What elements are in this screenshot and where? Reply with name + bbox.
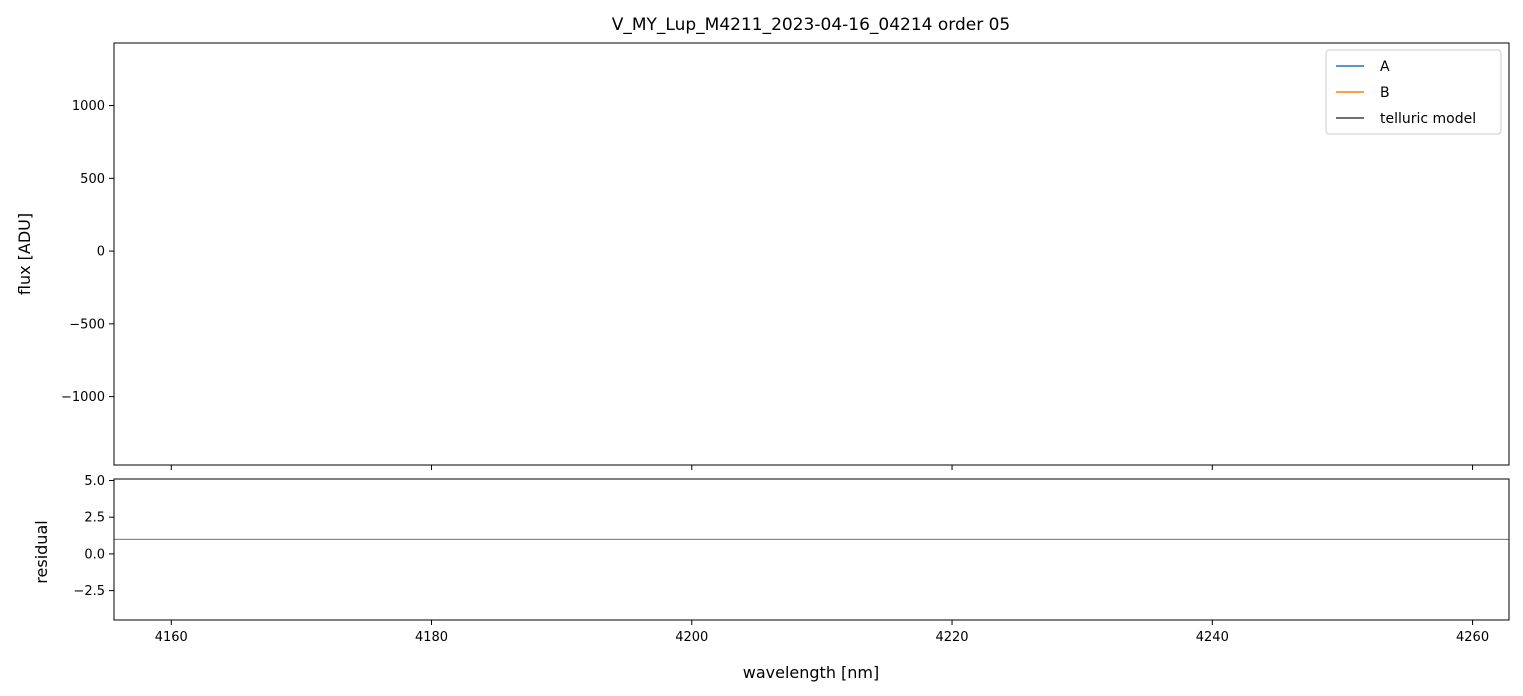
top-y-tick-label: 500 [80,172,105,187]
x-tick-label: 4240 [1196,630,1229,645]
x-tick-label: 4260 [1456,630,1489,645]
top-y-tick-label: −500 [69,317,105,332]
legend-box [1325,49,1502,135]
residual-y-tick-label: 5.0 [84,474,105,489]
x-tick-label: 4200 [675,630,708,645]
legend-label-b: B [1380,85,1390,101]
x-tick-label: 4180 [415,630,448,645]
residual-panel-frame [113,478,1510,621]
legend: A B telluric model [1325,49,1502,135]
legend-label-telluric: telluric model [1380,111,1476,127]
residual-y-axis-label: residual [32,520,51,583]
legend-label-a: A [1380,59,1390,75]
top-y-tick-label: 0 [97,245,105,260]
residual-y-tick-label: 2.5 [84,511,105,526]
top-panel-axes: −1000 −500 0 500 1000 [61,99,1474,470]
x-tick-label: 4220 [935,630,968,645]
x-tick-label: 4160 [155,630,188,645]
residual-y-tick-label: 0.0 [84,547,105,562]
x-axis-label: wavelength [nm] [743,663,880,682]
residual-y-tick-label: −2.5 [73,584,105,599]
chart-title: V_MY_Lup_M4211_2023-04-16_04214 order 05 [612,15,1011,35]
top-y-axis-label: flux [ADU] [15,213,34,295]
top-y-tick-label: −1000 [61,390,105,405]
top-y-tick-label: 1000 [72,99,105,114]
top-panel-frame [113,42,1510,466]
residual-panel-axes: −2.5 0.0 2.5 5.0 4160 4180 4200 4220 4240 4260 [73,474,1489,645]
residual-panel-plot-area [114,538,1509,540]
